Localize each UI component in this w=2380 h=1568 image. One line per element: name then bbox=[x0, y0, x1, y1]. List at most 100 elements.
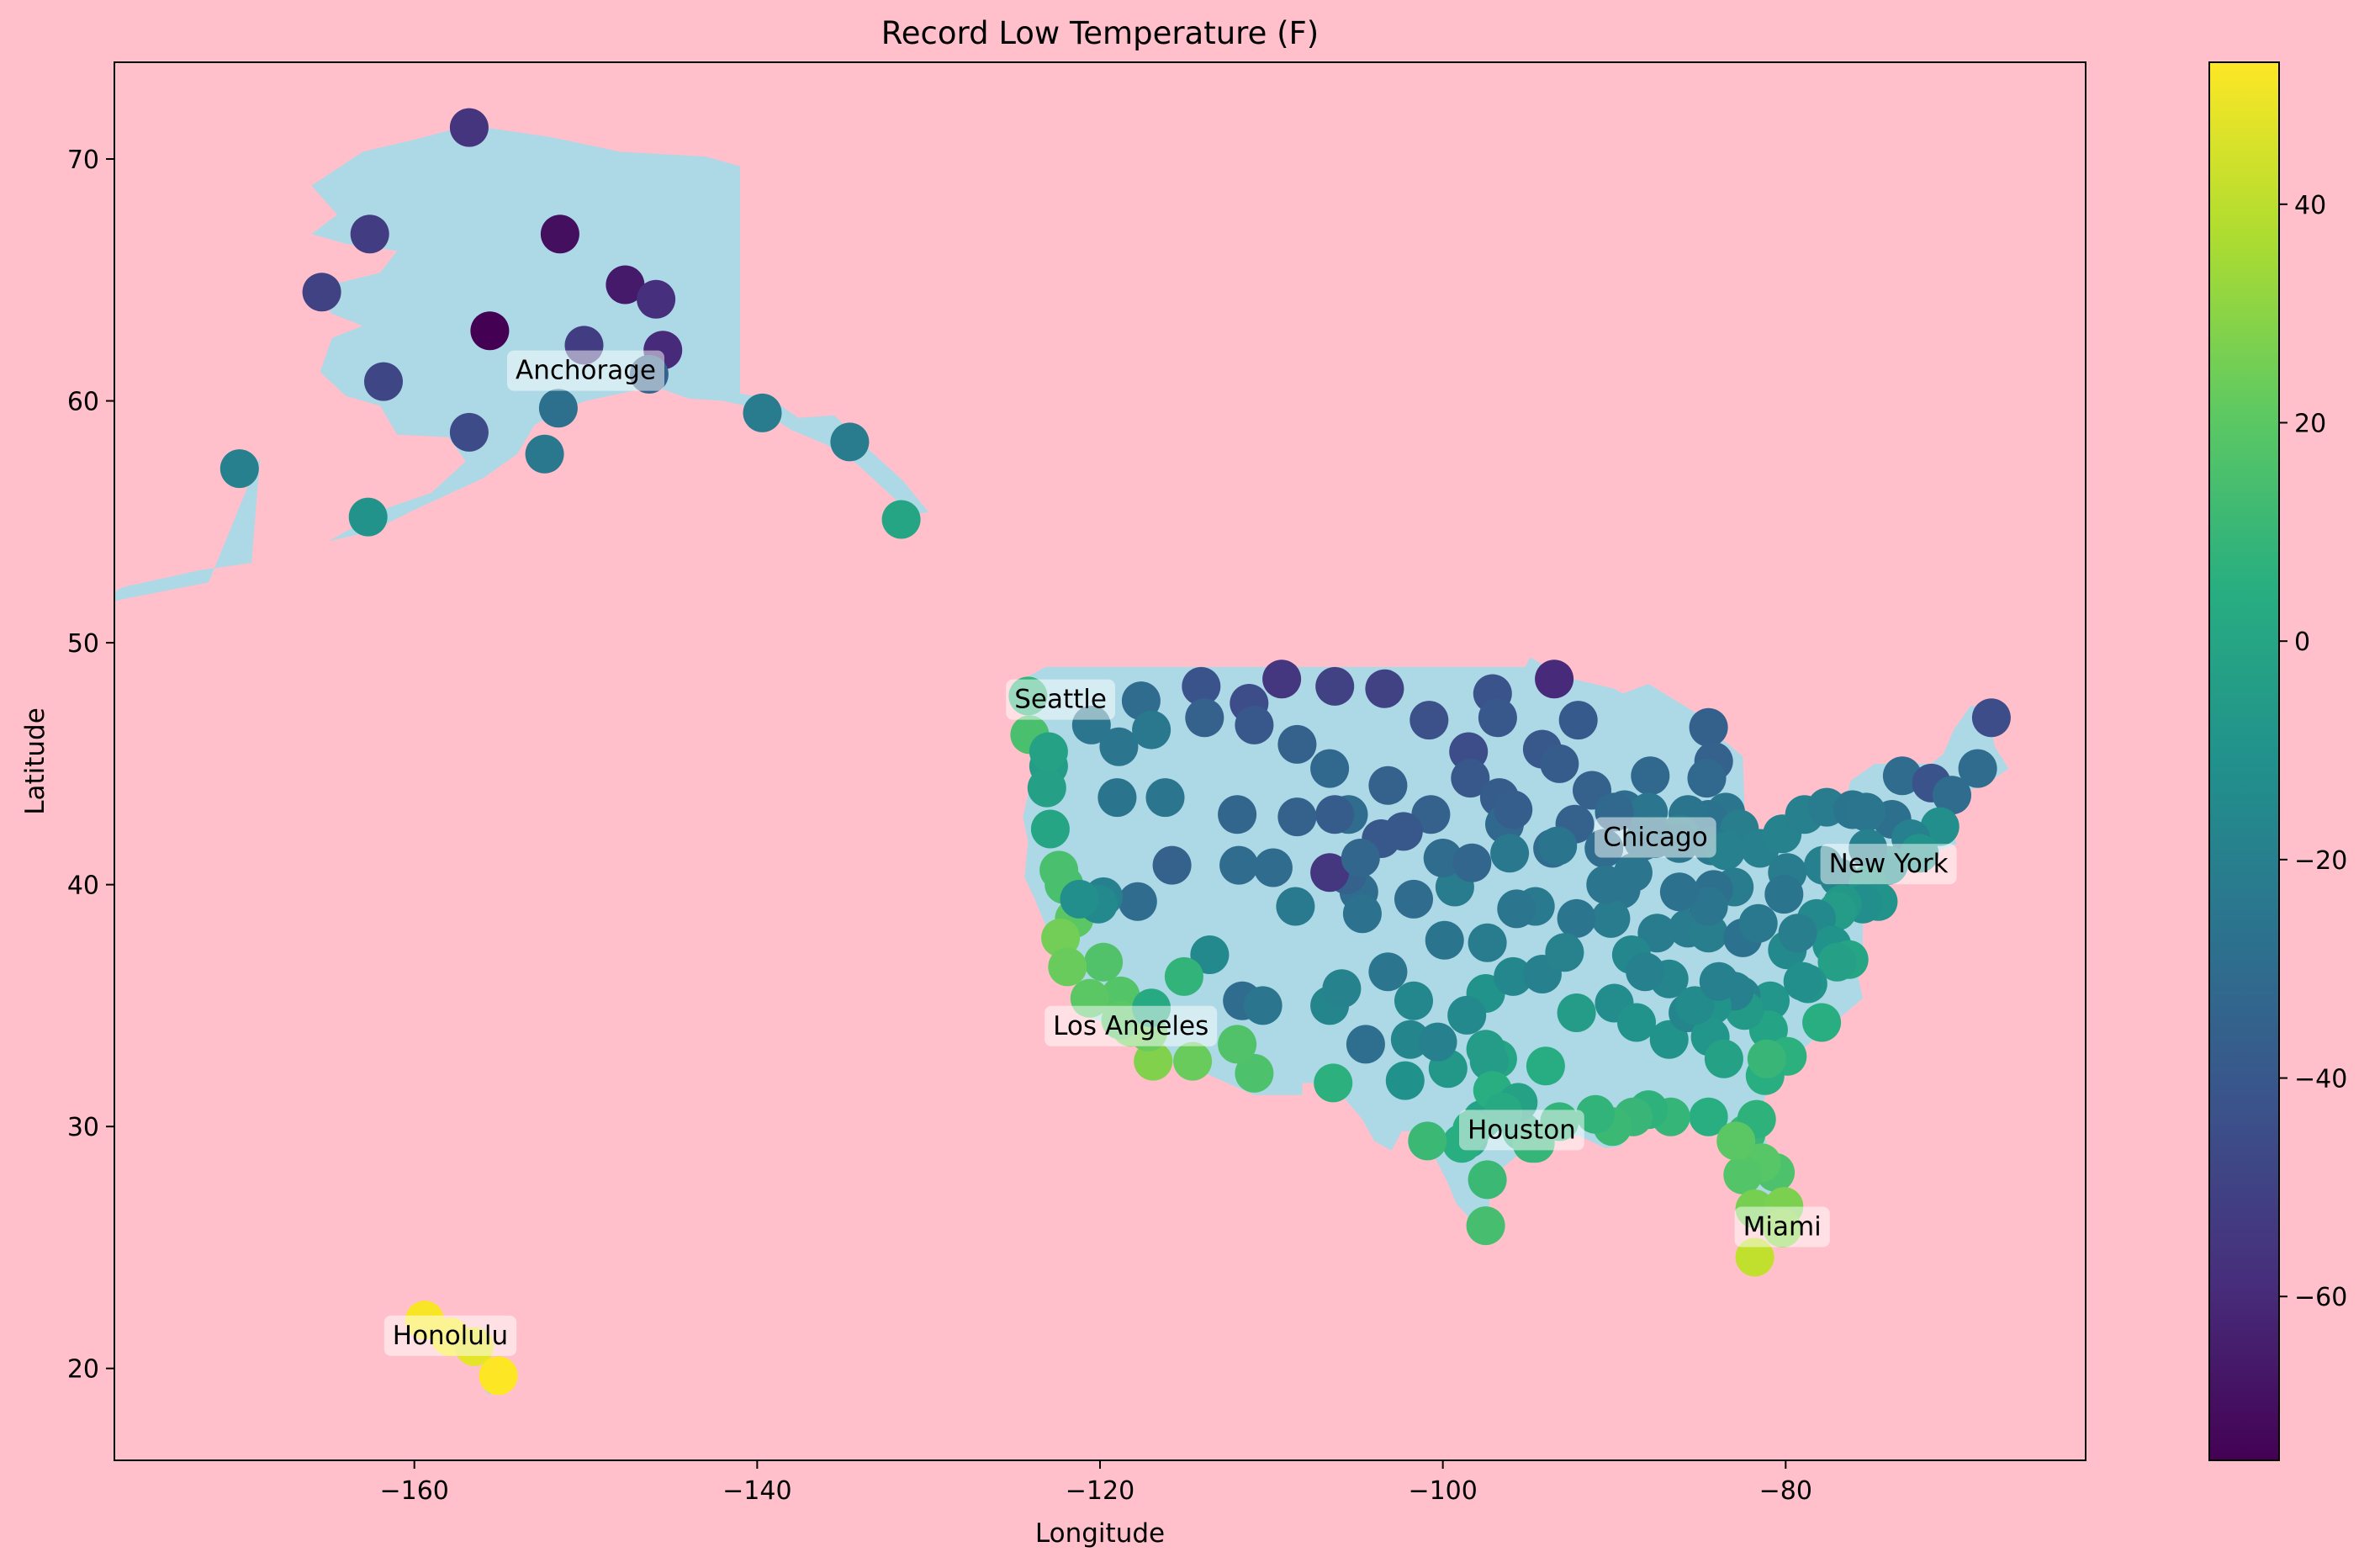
station-point bbox=[1029, 732, 1068, 771]
colorbar bbox=[2208, 61, 2280, 1461]
station-point bbox=[1121, 681, 1161, 721]
station-point bbox=[1540, 744, 1579, 783]
station-point bbox=[1557, 993, 1596, 1032]
station-point bbox=[1385, 1061, 1425, 1100]
station-point bbox=[1041, 918, 1081, 957]
city-label: New York bbox=[1829, 849, 1949, 879]
station-point bbox=[830, 422, 870, 462]
station-point bbox=[1675, 986, 1715, 1025]
station-point bbox=[1468, 923, 1507, 962]
city-label-group: Anchorage bbox=[507, 350, 664, 391]
city-label-group: Seattle bbox=[1006, 679, 1115, 720]
station-point bbox=[1466, 1030, 1505, 1069]
station-point bbox=[1494, 790, 1533, 829]
x-tick-label: −140 bbox=[722, 1476, 791, 1506]
city-label-box bbox=[1734, 1206, 1830, 1248]
city-label: Anchorage bbox=[516, 356, 656, 386]
station-point bbox=[1538, 826, 1578, 866]
station-point bbox=[479, 1356, 518, 1396]
station-point bbox=[1497, 889, 1536, 929]
station-point bbox=[1576, 1094, 1616, 1134]
station-point bbox=[364, 362, 403, 401]
colorbar-tick-label: 0 bbox=[2294, 628, 2310, 657]
y-axis-ticks: 20 30 40 50 60 70 bbox=[67, 146, 114, 1385]
station-point bbox=[1689, 1097, 1728, 1136]
station-point bbox=[1342, 894, 1382, 934]
station-point bbox=[606, 265, 645, 305]
station-point bbox=[219, 449, 259, 489]
station-point bbox=[1535, 660, 1574, 699]
station-point bbox=[1545, 933, 1584, 972]
station-point bbox=[540, 215, 579, 254]
station-point bbox=[1276, 887, 1315, 926]
station-point bbox=[1494, 956, 1533, 996]
city-label-box bbox=[507, 350, 664, 391]
station-point bbox=[1687, 759, 1727, 798]
station-point bbox=[1118, 882, 1157, 921]
city-label: Miami bbox=[1743, 1212, 1822, 1242]
city-label-group: New York bbox=[1820, 844, 1957, 885]
chart-title: Record Low Temperature (F) bbox=[881, 15, 1320, 51]
station-point bbox=[470, 311, 510, 351]
station-point bbox=[1383, 812, 1423, 851]
city-label: Seattle bbox=[1014, 685, 1107, 715]
station-point bbox=[1060, 879, 1099, 919]
station-point bbox=[1097, 778, 1137, 818]
station-point bbox=[1145, 778, 1185, 818]
station-point bbox=[1783, 961, 1822, 1001]
station-point bbox=[1314, 1063, 1353, 1103]
station-point bbox=[1626, 952, 1665, 992]
station-point bbox=[348, 497, 388, 537]
station-point bbox=[1218, 795, 1257, 834]
city-label: Los Angeles bbox=[1053, 1011, 1209, 1041]
station-point bbox=[743, 393, 782, 432]
station-point bbox=[1048, 947, 1087, 987]
station-point bbox=[1920, 807, 1960, 846]
y-axis-title: Latitude bbox=[20, 707, 50, 815]
city-label-box bbox=[1820, 844, 1957, 885]
station-point bbox=[1262, 660, 1302, 699]
city-label-group: Chicago bbox=[1595, 817, 1716, 858]
colorbar-ticks: −60 −40 −20 0 20 40 bbox=[2279, 191, 2347, 1312]
station-point bbox=[1723, 1155, 1763, 1195]
station-point bbox=[1030, 809, 1070, 849]
colorbar-tick-label: −40 bbox=[2294, 1065, 2347, 1094]
station-point bbox=[1738, 903, 1778, 943]
colorbar-tick-label: −20 bbox=[2294, 846, 2347, 876]
station-point bbox=[1451, 759, 1490, 798]
station-point bbox=[1394, 879, 1433, 919]
city-label-box bbox=[1006, 679, 1115, 720]
station-point bbox=[1394, 981, 1433, 1020]
city-label-group: Houston bbox=[1459, 1110, 1584, 1151]
station-point bbox=[525, 434, 564, 474]
station-point bbox=[1423, 839, 1462, 877]
aleutian-shape bbox=[114, 456, 261, 602]
station-point bbox=[1637, 914, 1677, 953]
station-point bbox=[1958, 749, 1997, 788]
station-point bbox=[1447, 995, 1487, 1035]
city-label-box bbox=[1459, 1110, 1584, 1151]
station-point bbox=[1418, 1022, 1457, 1062]
station-point bbox=[1490, 834, 1530, 873]
station-point bbox=[1478, 698, 1517, 738]
station-point bbox=[1084, 942, 1124, 982]
x-tick-label: −160 bbox=[379, 1476, 448, 1506]
station-point bbox=[1218, 1025, 1257, 1064]
station-point bbox=[1659, 872, 1699, 912]
station-point bbox=[1235, 705, 1274, 744]
station-point bbox=[1368, 952, 1408, 992]
y-tick-label: 20 bbox=[67, 1355, 99, 1385]
y-tick-label: 50 bbox=[67, 629, 99, 659]
city-label: Honolulu bbox=[393, 1321, 508, 1351]
station-point bbox=[1558, 701, 1598, 740]
station-point bbox=[1591, 898, 1631, 938]
x-axis-ticks: −160 −140 −120 −100 −80 bbox=[379, 1460, 1812, 1506]
station-point bbox=[1526, 1046, 1565, 1086]
city-label-group: Honolulu bbox=[383, 1315, 517, 1356]
station-point bbox=[1704, 1039, 1743, 1078]
station-point bbox=[1778, 914, 1817, 953]
station-point bbox=[1882, 756, 1922, 796]
station-point bbox=[1764, 875, 1804, 914]
station-point bbox=[302, 273, 341, 312]
